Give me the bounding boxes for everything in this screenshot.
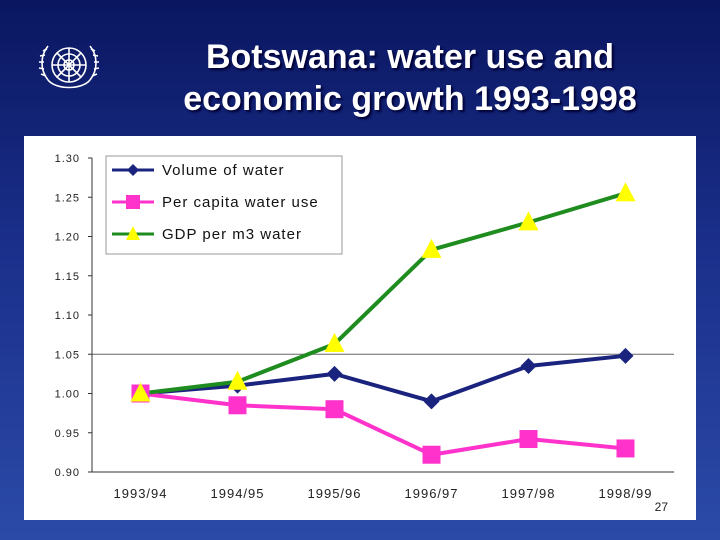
un-emblem-icon	[34, 36, 104, 98]
y-tick-label: 1.15	[55, 271, 80, 283]
data-point-triangle	[227, 370, 248, 390]
line-chart: 1.30 1.25 1.20 1.15 1.10 1.05 1.00 0.95 0.90 1993…	[55, 153, 674, 501]
legend-marker-diamond	[127, 164, 139, 176]
data-point-diamond	[617, 347, 634, 364]
series-line-1	[140, 353, 626, 404]
legend-marker-triangle	[126, 226, 140, 240]
slide-title: Botswana: water use and economic growth …	[120, 36, 700, 120]
y-tick-label: 0.95	[55, 428, 80, 440]
y-tick-label: 1.00	[55, 389, 80, 401]
y-tick-label: 1.30	[55, 153, 80, 165]
y-tick-label: 1.05	[55, 349, 80, 361]
data-point-square	[325, 400, 344, 419]
title-line-1: Botswana: water use and	[205, 38, 615, 76]
legend-label: Per capita water use	[162, 194, 319, 211]
legend-marker-square	[126, 195, 140, 209]
data-point-triangle	[615, 182, 636, 202]
legend-label: Volume of water	[162, 162, 285, 179]
title-line-2: economic growth 1993-1998	[183, 80, 637, 118]
data-point-diamond	[520, 358, 537, 375]
legend-label: GDP per m3 water	[162, 226, 302, 243]
chart-panel: 1.30 1.25 1.20 1.15 1.10 1.05 1.00 0.95 0.90 1993…	[24, 136, 696, 520]
x-tick-label: 1994/95	[211, 486, 265, 501]
y-tick-label: 0.90	[55, 467, 80, 479]
data-point-square	[616, 439, 635, 458]
series-line-3	[140, 191, 627, 396]
y-tick-label: 1.10	[55, 310, 80, 322]
data-point-triangle	[130, 382, 151, 402]
data-point-square	[519, 430, 538, 449]
legend-box	[105, 155, 343, 255]
data-point-triangle	[324, 333, 345, 353]
data-point-square	[422, 445, 441, 464]
x-tick-label: 1993/94	[114, 486, 168, 501]
data-point-diamond	[423, 393, 440, 410]
data-point-square	[228, 396, 247, 415]
y-tick-label: 1.20	[55, 232, 80, 244]
x-tick-label: 1997/98	[502, 486, 556, 501]
data-point-triangle	[518, 211, 539, 231]
y-tick-label: 1.25	[55, 192, 80, 204]
x-tick-label: 1998/99	[599, 486, 653, 501]
page-number: 27	[654, 500, 668, 514]
x-tick-label: 1996/97	[405, 486, 459, 501]
x-tick-label: 1995/96	[308, 486, 362, 501]
data-point-triangle	[421, 238, 442, 258]
data-point-diamond	[326, 365, 343, 382]
series-line-2	[140, 391, 626, 457]
